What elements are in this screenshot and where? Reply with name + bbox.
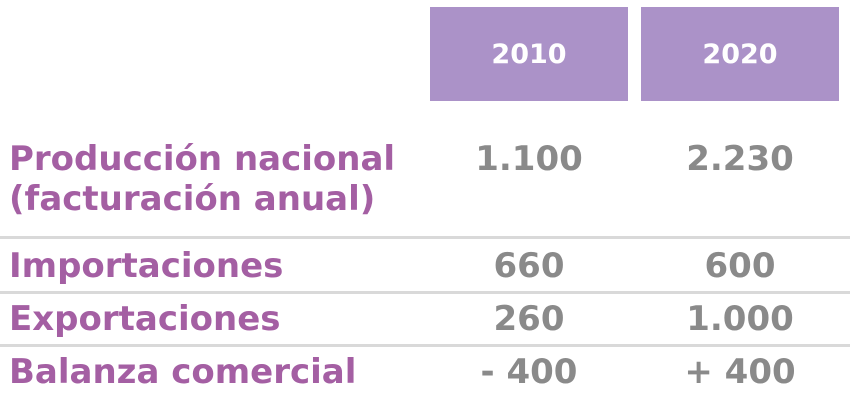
cell-exportaciones-2010: 260 xyxy=(493,299,565,339)
row-label-exportaciones: Exportaciones xyxy=(9,299,281,339)
column-header-2010: 2010 xyxy=(430,7,628,101)
cell-importaciones-2020: 600 xyxy=(704,246,776,286)
row-divider xyxy=(0,236,850,239)
cell-importaciones-2010: 660 xyxy=(493,246,565,286)
row-label-balanza-comercial: Balanza comercial xyxy=(9,352,357,392)
cell-produccion-2010: 1.100 xyxy=(475,139,583,179)
column-header-2020: 2020 xyxy=(641,7,839,101)
cell-produccion-2020: 2.230 xyxy=(686,139,794,179)
row-divider xyxy=(0,291,850,294)
row-label-produccion-line-1: Producción nacional xyxy=(9,139,396,179)
row-label-produccion-nacional: Producción nacional (facturación anual) xyxy=(9,139,395,219)
column-header-2020-label: 2020 xyxy=(702,38,778,70)
cell-exportaciones-2020: 1.000 xyxy=(686,299,794,339)
column-header-2010-label: 2010 xyxy=(491,38,567,70)
row-divider xyxy=(0,344,850,347)
cell-balanza-2010: - 400 xyxy=(480,352,578,392)
row-label-importaciones: Importaciones xyxy=(9,246,284,286)
row-label-produccion-line-2: (facturación anual) xyxy=(9,179,376,219)
cell-balanza-2020: + 400 xyxy=(684,352,796,392)
